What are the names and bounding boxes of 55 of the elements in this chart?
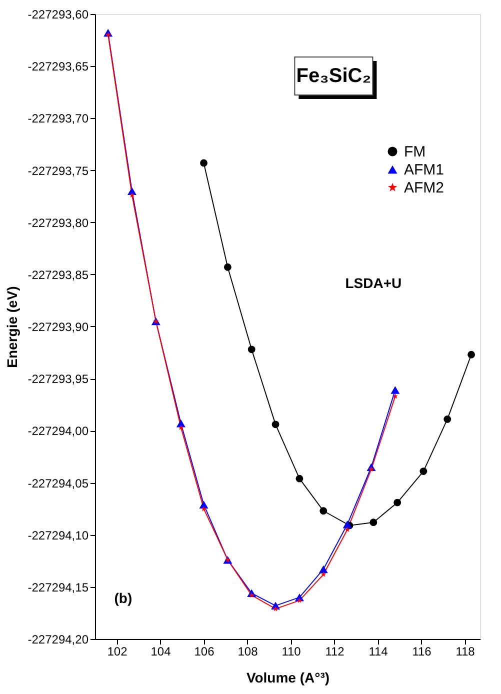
annotation: LSDA+U (345, 275, 402, 291)
point (200, 506, 207, 512)
point (272, 606, 278, 612)
point (320, 507, 328, 515)
y-tick-label: -227293,90 (28, 320, 89, 334)
point (370, 518, 378, 526)
x-tick-label: 104 (150, 644, 172, 658)
point (248, 346, 256, 354)
point (296, 598, 302, 603)
y-axis-title: Energie (eV) (4, 286, 20, 368)
point (394, 498, 402, 506)
annotation: (b) (114, 590, 132, 606)
x-tick-label: 108 (238, 644, 258, 658)
y-tick-label: -227294,05 (28, 476, 89, 490)
y-tick-label: -227293,85 (28, 268, 89, 282)
point (444, 416, 452, 423)
x-tick-label: 118 (456, 644, 476, 658)
point (129, 192, 135, 198)
point (368, 466, 374, 472)
point (420, 468, 428, 475)
y-tick-label: -227293,95 (28, 372, 89, 386)
y-tick-label: -227294,15 (28, 580, 89, 594)
point (105, 32, 111, 38)
point (392, 393, 398, 399)
point (178, 424, 184, 430)
y-tick-label: -227293,80 (28, 216, 89, 230)
point (344, 526, 350, 532)
x-tick-label: 106 (194, 644, 215, 658)
point (390, 386, 400, 394)
point (272, 420, 280, 428)
y-tick-label: -227293,75 (28, 164, 89, 178)
y-tick-label: -227293,60 (28, 8, 89, 22)
point (320, 571, 326, 577)
point (200, 159, 208, 167)
annotation: Fe₃SiC₂ (296, 65, 372, 87)
y-tick-label: -227294,10 (28, 528, 89, 542)
point (468, 350, 476, 358)
legend-label: AFM2 (404, 180, 444, 196)
legend-label: AFM1 (404, 162, 444, 178)
x-axis-title: Volume (A°³) (246, 670, 330, 686)
legend-label: FM (404, 144, 426, 160)
y-tick-label: -227294,20 (28, 632, 89, 646)
point (296, 474, 304, 482)
point (342, 520, 352, 528)
point (318, 565, 328, 574)
point (224, 263, 232, 271)
y-tick-label: -227294,00 (28, 424, 89, 438)
x-tick-label: 112 (325, 644, 345, 658)
x-tick-label: 102 (107, 644, 128, 658)
x-tick-label: 114 (368, 644, 388, 658)
y-tick-label: -227293,70 (28, 112, 89, 126)
y-tick-label: -227293,65 (28, 60, 89, 74)
point (248, 592, 254, 598)
x-tick-label: 110 (282, 644, 302, 658)
x-tick-label: 116 (412, 644, 432, 658)
